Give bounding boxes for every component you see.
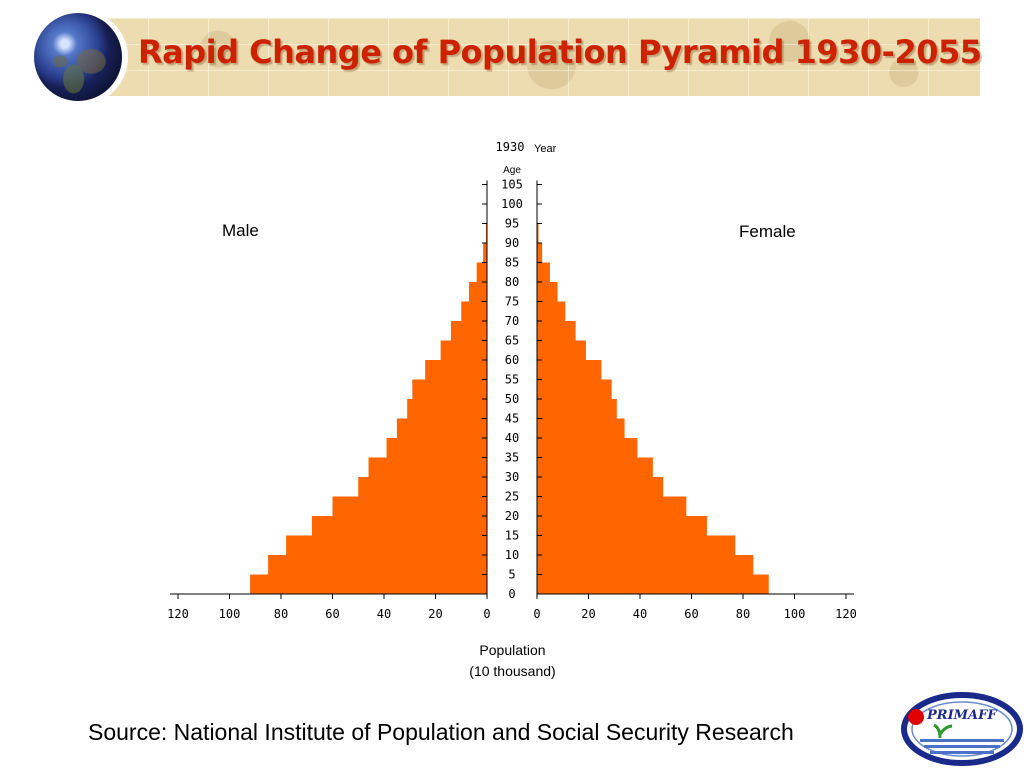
male-x-tick-label-20: 20 [428,607,442,621]
female-bar-40-44 [537,418,625,438]
female-x-tick-label-40: 40 [633,607,647,621]
age-tick-label-80: 80 [505,275,519,289]
age-tick-label-60: 60 [505,353,519,367]
female-bar-35-39 [537,438,638,458]
age-tick-label-85: 85 [505,256,519,270]
x-axis-title: Population (10 thousand) [440,640,585,682]
female-bar-20-24 [537,496,687,516]
male-bar-40-44 [396,418,487,438]
male-x-tick-label-0: 0 [483,607,490,621]
male-bar-85-89 [483,243,487,263]
female-bar-80-84 [537,262,550,282]
male-bar-35-39 [386,438,487,458]
male-bar-80-84 [476,262,487,282]
female-x-tick-label-100: 100 [784,607,806,621]
age-tick-label-20: 20 [505,509,519,523]
female-bar-25-29 [537,477,664,497]
female-x-tick-label-0: 0 [533,607,540,621]
age-tick-label-40: 40 [505,431,519,445]
male-series-label: Male [222,221,259,240]
male-bar-50-54 [412,379,487,399]
female-bar-70-74 [537,301,566,321]
globe-continents [34,13,122,101]
male-x-tick-label-60: 60 [325,607,339,621]
x-axis-title-line-2: (10 thousand) [469,663,556,679]
banner-grid-pattern [28,18,980,96]
male-x-tick-label-120: 120 [167,607,189,621]
age-tick-label-0: 0 [508,587,515,601]
population-pyramid-chart: 0 5 10 15 20 25 30 35 40 45 50 55 60 65 70 75 80 85 90 95 10… [167,140,857,621]
male-x-tick-label-100: 100 [219,607,241,621]
title-banner [28,18,980,96]
age-tick-label-105: 105 [501,178,523,192]
male-bar-60-64 [440,340,487,360]
age-tick-label-75: 75 [505,295,519,309]
year-label: Year [534,143,557,155]
source-citation: Source: National Institute of Population… [88,719,794,745]
age-tick-label-5: 5 [508,568,515,582]
age-tick-label-10: 10 [505,548,519,562]
age-tick-label-70: 70 [505,314,519,328]
age-tick-label-30: 30 [505,470,519,484]
male-bar-15-19 [311,516,487,536]
female-bar-15-19 [537,516,707,536]
male-bar-0-4 [250,574,487,594]
x-axis-title-line-1: Population [479,642,546,658]
female-x-tick-label-60: 60 [684,607,698,621]
female-bar-65-69 [537,321,576,341]
female-bar-45-49 [537,399,617,419]
age-tick-label-90: 90 [505,236,519,250]
male-bar-55-59 [425,360,487,380]
female-x-tick-label-80: 80 [736,607,750,621]
age-tick-label-15: 15 [505,529,519,543]
female-bar-0-4 [537,574,769,594]
female-x-tick-label-20: 20 [581,607,595,621]
female-bar-55-59 [537,360,602,380]
age-tick-label-50: 50 [505,392,519,406]
female-x-tick-label-120: 120 [835,607,857,621]
male-x-tick-label-40: 40 [377,607,391,621]
age-axis-title: Age [503,165,521,176]
male-bar-25-29 [358,477,487,497]
male-bar-65-69 [450,321,487,341]
primaff-logo [901,692,1023,766]
female-series-label: Female [739,222,796,241]
age-tick-label-55: 55 [505,373,519,387]
male-bar-75-79 [468,282,487,302]
age-tick-label-95: 95 [505,217,519,231]
female-bar-10-14 [537,535,736,555]
male-bar-5-9 [268,555,487,575]
male-bar-20-24 [332,496,487,516]
male-bar-45-49 [407,399,487,419]
age-tick-label-65: 65 [505,334,519,348]
age-tick-label-35: 35 [505,451,519,465]
female-bar-50-54 [537,379,612,399]
male-bar-10-14 [286,535,487,555]
age-tick-label-45: 45 [505,412,519,426]
slide-title: Rapid Change of Population Pyramid 1930-… [138,33,982,71]
male-bar-90-94 [485,223,487,243]
banner-world-map-pattern [28,18,980,96]
female-bar-90-94 [537,223,539,243]
male-bar-70-74 [461,301,487,321]
male-bar-30-34 [368,457,487,477]
age-tick-label-100: 100 [501,197,523,211]
logo-wordmark: PRIMAFF [927,708,997,723]
female-bar-60-64 [537,340,586,360]
age-tick-label-25: 25 [505,490,519,504]
female-bar-85-89 [537,243,543,263]
male-x-tick-label-80: 80 [274,607,288,621]
female-bar-5-9 [537,555,754,575]
year-value: 1930 [496,140,525,154]
female-bar-75-79 [537,282,558,302]
female-bar-30-34 [537,457,653,477]
